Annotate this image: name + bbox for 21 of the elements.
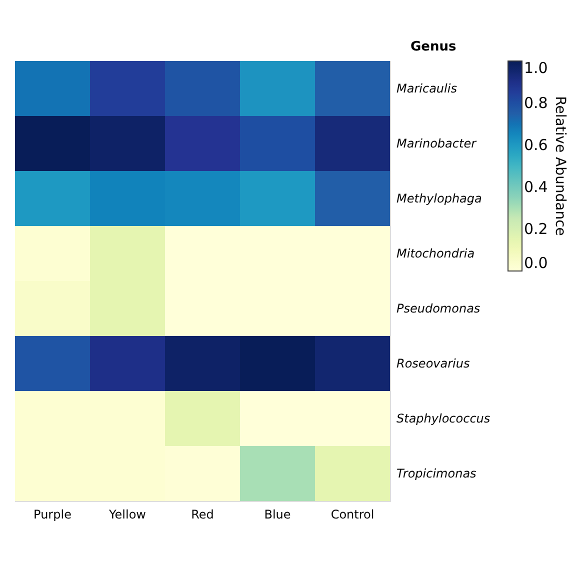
y-tick-label: Maricaulis (396, 82, 457, 96)
color-bar-label: 0.6 (524, 136, 548, 154)
x-tick-label: Yellow (108, 508, 146, 522)
x-tick-label: Control (330, 508, 374, 522)
color-bar-title: Relative Abundance (552, 96, 568, 236)
color-bar-label: 0.0 (524, 254, 548, 272)
x-tick-label: Red (191, 508, 214, 522)
x-tick-label: Blue (264, 508, 291, 522)
color-bar-label: 1.0 (524, 59, 548, 77)
y-tick-label: Tropicimonas (396, 466, 476, 480)
y-tick-label: Roseovarius (396, 356, 470, 370)
y-tick-label: Pseudomonas (396, 302, 480, 316)
color-bar-label: 0.2 (524, 220, 548, 238)
color-bar-label: 0.8 (524, 94, 548, 112)
x-tick-label: Purple (34, 508, 72, 522)
y-tick-label: Staphylococcus (396, 412, 490, 426)
y-axis-title: Genus (410, 40, 456, 54)
color-bar-label: 0.4 (524, 178, 548, 196)
y-tick-label: Marinobacter (396, 136, 478, 150)
y-tick-label: Methylophaga (396, 192, 482, 206)
y-tick-label: Mitochondria (396, 246, 475, 260)
